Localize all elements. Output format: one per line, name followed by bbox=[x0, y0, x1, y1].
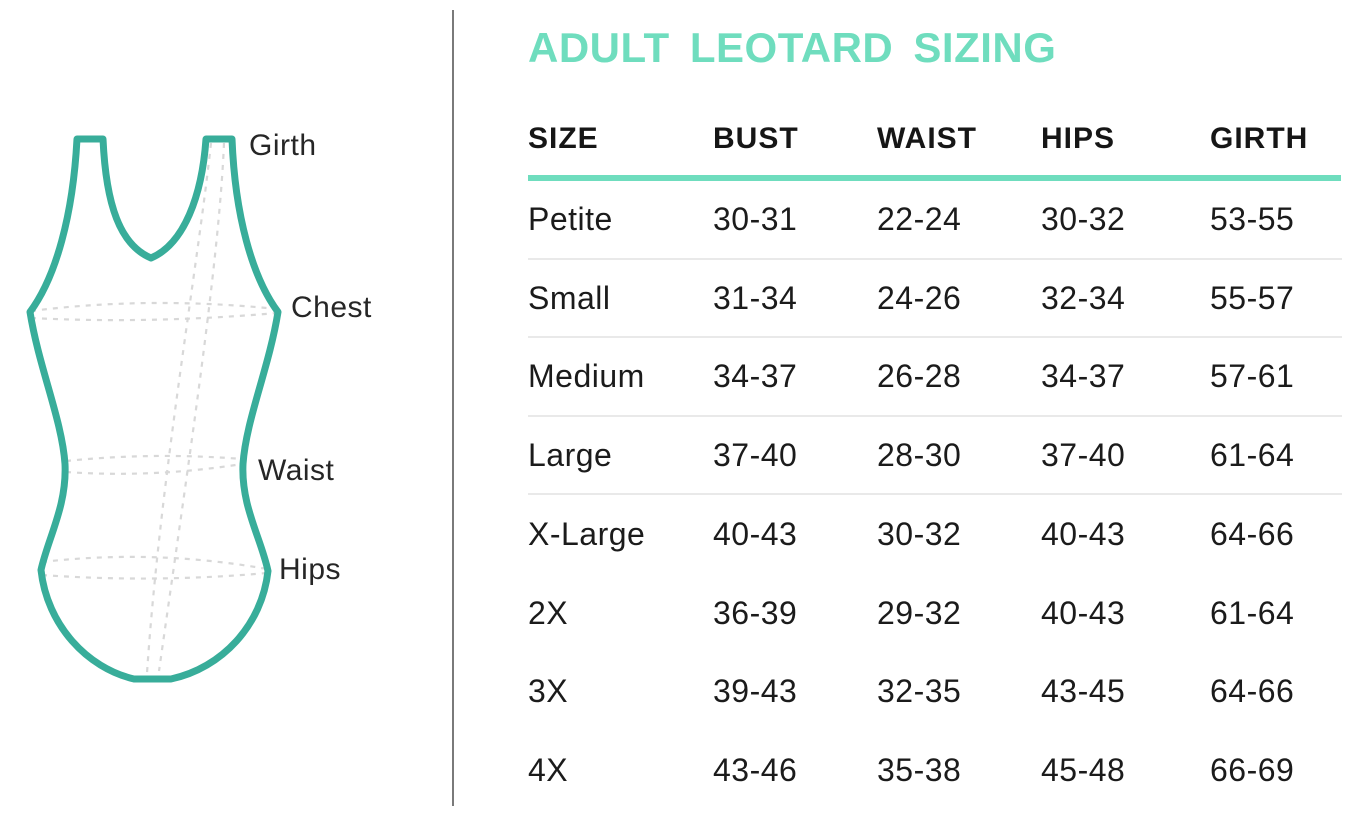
table-row-xlarge: X-Large 40-43 30-32 40-43 64-66 bbox=[528, 495, 1342, 574]
sizing-table-panel: ADULT LEOTARD SIZING SIZE BUST WAIST HIP… bbox=[528, 0, 1342, 815]
cell-waist: 28-30 bbox=[877, 436, 962, 473]
cell-hips: 45-48 bbox=[1041, 751, 1126, 788]
leotard-diagram-panel: Girth Chest Waist Hips bbox=[0, 0, 452, 815]
cell-bust: 39-43 bbox=[713, 673, 798, 710]
cell-hips: 43-45 bbox=[1041, 673, 1126, 710]
cell-girth: 61-64 bbox=[1210, 436, 1295, 473]
table-row-large: Large 37-40 28-30 37-40 61-64 bbox=[528, 417, 1342, 495]
waist-measure-line bbox=[65, 454, 243, 463]
cell-size: Medium bbox=[528, 358, 645, 395]
table-header-row: SIZE BUST WAIST HIPS GIRTH bbox=[528, 124, 1342, 154]
hips-label: Hips bbox=[279, 553, 342, 586]
girth-measure-line bbox=[145, 142, 213, 674]
cell-waist: 30-32 bbox=[877, 516, 962, 553]
hips-measure-line-back bbox=[41, 571, 268, 580]
hips-measure-line bbox=[41, 555, 268, 571]
cell-hips: 37-40 bbox=[1041, 436, 1126, 473]
cell-bust: 31-34 bbox=[713, 279, 798, 316]
cell-waist: 22-24 bbox=[877, 201, 962, 238]
column-header-waist: WAIST bbox=[877, 122, 977, 155]
cell-waist: 32-35 bbox=[877, 673, 962, 710]
table-row-4x: 4X 43-46 35-38 45-48 66-69 bbox=[528, 731, 1342, 810]
table-row-3x: 3X 39-43 32-35 43-45 64-66 bbox=[528, 652, 1342, 731]
column-header-hips: HIPS bbox=[1041, 122, 1116, 155]
column-header-size: SIZE bbox=[528, 122, 599, 155]
girth-label: Girth bbox=[249, 129, 317, 162]
cell-bust: 34-37 bbox=[713, 358, 798, 395]
cell-bust: 37-40 bbox=[713, 436, 798, 473]
cell-girth: 55-57 bbox=[1210, 279, 1295, 316]
cell-girth: 57-61 bbox=[1210, 358, 1295, 395]
cell-bust: 40-43 bbox=[713, 516, 798, 553]
cell-girth: 66-69 bbox=[1210, 751, 1295, 788]
cell-girth: 53-55 bbox=[1210, 201, 1295, 238]
cell-waist: 26-28 bbox=[877, 358, 962, 395]
cell-bust: 36-39 bbox=[713, 594, 798, 631]
cell-hips: 40-43 bbox=[1041, 516, 1126, 553]
table-row-2x: 2X 36-39 29-32 40-43 61-64 bbox=[528, 574, 1342, 653]
page-title: ADULT LEOTARD SIZING bbox=[528, 24, 1057, 71]
cell-waist: 29-32 bbox=[877, 594, 962, 631]
column-header-bust: BUST bbox=[713, 122, 799, 155]
cell-waist: 24-26 bbox=[877, 279, 962, 316]
leotard-illustration bbox=[26, 135, 282, 683]
cell-bust: 43-46 bbox=[713, 751, 798, 788]
cell-waist: 35-38 bbox=[877, 751, 962, 788]
cell-girth: 61-64 bbox=[1210, 594, 1295, 631]
chest-measure-line-back bbox=[30, 311, 278, 322]
cell-size: 2X bbox=[528, 594, 569, 631]
cell-hips: 34-37 bbox=[1041, 358, 1126, 395]
cell-size: 3X bbox=[528, 673, 569, 710]
waist-measure-line-back bbox=[65, 462, 243, 475]
cell-hips: 40-43 bbox=[1041, 594, 1126, 631]
cell-size: X-Large bbox=[528, 516, 646, 553]
vertical-divider bbox=[452, 10, 454, 806]
cell-size: Petite bbox=[528, 201, 613, 238]
cell-size: Small bbox=[528, 279, 611, 316]
column-header-girth: GIRTH bbox=[1210, 122, 1309, 155]
chest-label: Chest bbox=[291, 291, 372, 324]
cell-hips: 30-32 bbox=[1041, 201, 1126, 238]
leotard-outline bbox=[26, 135, 282, 683]
girth-measure-line-back bbox=[157, 142, 226, 672]
cell-size: 4X bbox=[528, 751, 569, 788]
cell-girth: 64-66 bbox=[1210, 516, 1295, 553]
table-body: Petite 30-31 22-24 30-32 53-55 Small 31-… bbox=[528, 181, 1342, 809]
cell-bust: 30-31 bbox=[713, 201, 798, 238]
chest-measure-line bbox=[30, 301, 278, 313]
cell-size: Large bbox=[528, 436, 613, 473]
table-row-small: Small 31-34 24-26 32-34 55-57 bbox=[528, 260, 1342, 338]
header-underline bbox=[528, 175, 1341, 181]
table-row-petite: Petite 30-31 22-24 30-32 53-55 bbox=[528, 181, 1342, 260]
waist-label: Waist bbox=[258, 454, 335, 487]
table-row-medium: Medium 34-37 26-28 34-37 57-61 bbox=[528, 338, 1342, 417]
cell-hips: 32-34 bbox=[1041, 279, 1126, 316]
cell-girth: 64-66 bbox=[1210, 673, 1295, 710]
